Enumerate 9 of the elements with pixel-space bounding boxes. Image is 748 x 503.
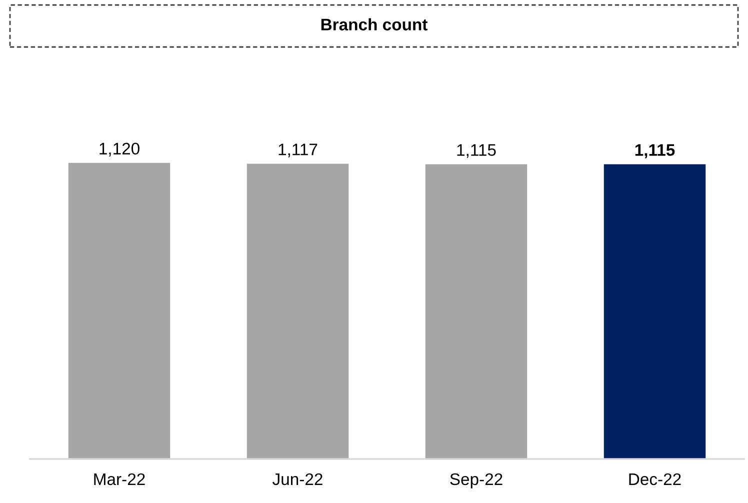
data-label: 1,115: [635, 144, 675, 158]
chart-title: Branch count: [321, 18, 428, 30]
x-tick-label: Dec-22: [629, 473, 681, 486]
data-label: 1,120: [100, 142, 140, 157]
data-label: 1,115: [457, 144, 496, 158]
x-tick-label: Sep-22: [450, 473, 502, 488]
x-tick-label: Mar-22: [94, 473, 145, 486]
x-tick-label: Jun-22: [272, 473, 322, 486]
data-label: 1,117: [278, 144, 318, 158]
